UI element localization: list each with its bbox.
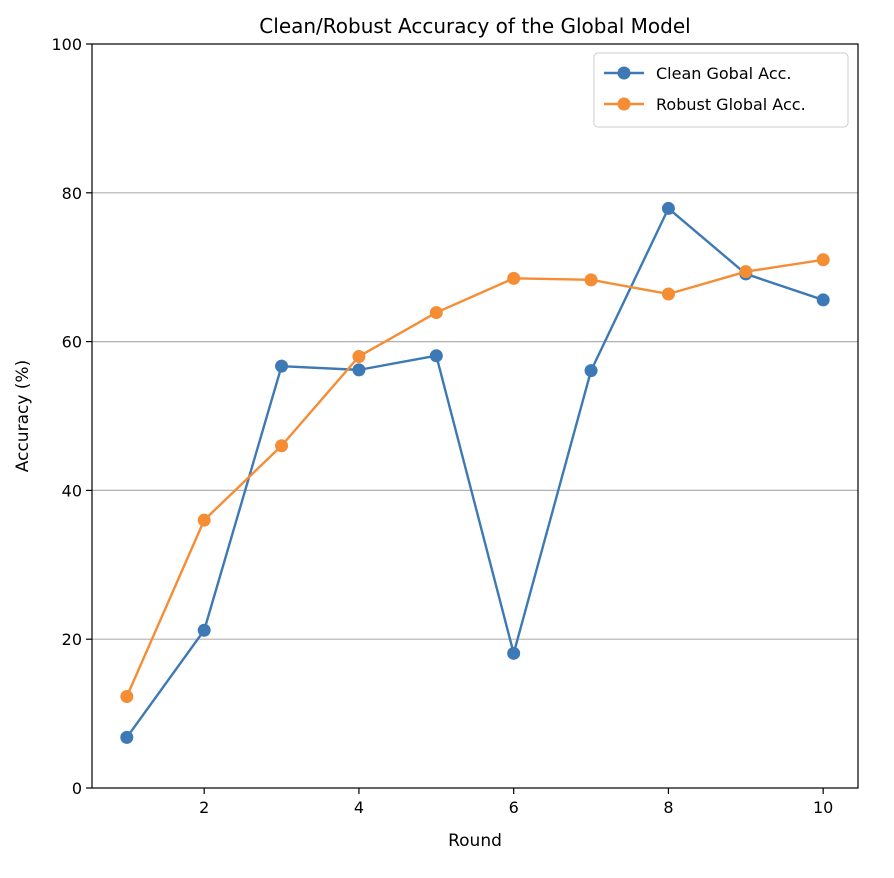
y-tick-label: 80 [62,184,82,203]
data-point [661,287,675,301]
x-tick-label: 6 [509,798,519,817]
legend-box [593,52,849,128]
x-axis-label: Round [448,831,502,851]
y-tick-label: 40 [62,481,82,500]
data-point [507,271,521,285]
data-point [429,306,443,320]
x-tick-label: 8 [663,798,673,817]
legend-item: Clean Gobal Acc. [604,64,792,83]
data-point [507,646,521,660]
data-point [429,349,443,363]
x-tick-label: 4 [354,798,364,817]
legend-marker [617,66,631,80]
y-tick-label: 60 [62,333,82,352]
data-point [352,363,366,377]
data-point [739,265,753,279]
y-tick-label: 100 [51,35,82,54]
legend-item: Robust Global Acc. [604,95,806,114]
data-point [275,359,289,373]
series-line [125,258,824,697]
y-tick-label: 20 [62,630,82,649]
series-layer [120,201,830,744]
x-tick-label: 10 [813,798,833,817]
data-point [120,730,134,744]
data-point [816,293,830,307]
series-line [125,207,824,739]
x-axis-ticks: 2 4 6 8 10 [199,788,833,817]
legend: Clean Gobal Acc. Robust Global Acc. [593,52,849,128]
data-point [197,513,211,527]
series-1 [120,201,830,744]
data-point [120,689,134,703]
data-point [584,273,598,287]
data-point [816,253,830,267]
grid-lines [92,192,858,640]
legend-label: Robust Global Acc. [656,95,806,114]
legend-label: Clean Gobal Acc. [656,64,792,83]
legend-marker [617,97,631,111]
data-point [275,439,289,453]
plot-frame [91,43,859,789]
data-point [584,364,598,378]
x-tick-label: 2 [199,798,209,817]
chart-title: Clean/Robust Accuracy of the Global Mode… [259,14,690,38]
y-axis-ticks: 0 20 40 60 80 100 [51,35,92,798]
y-tick-label: 0 [72,779,82,798]
series-2 [120,253,830,703]
data-point [197,623,211,637]
y-axis-label: Accuracy (%) [13,360,33,472]
data-point [661,201,675,215]
data-point [352,349,366,363]
